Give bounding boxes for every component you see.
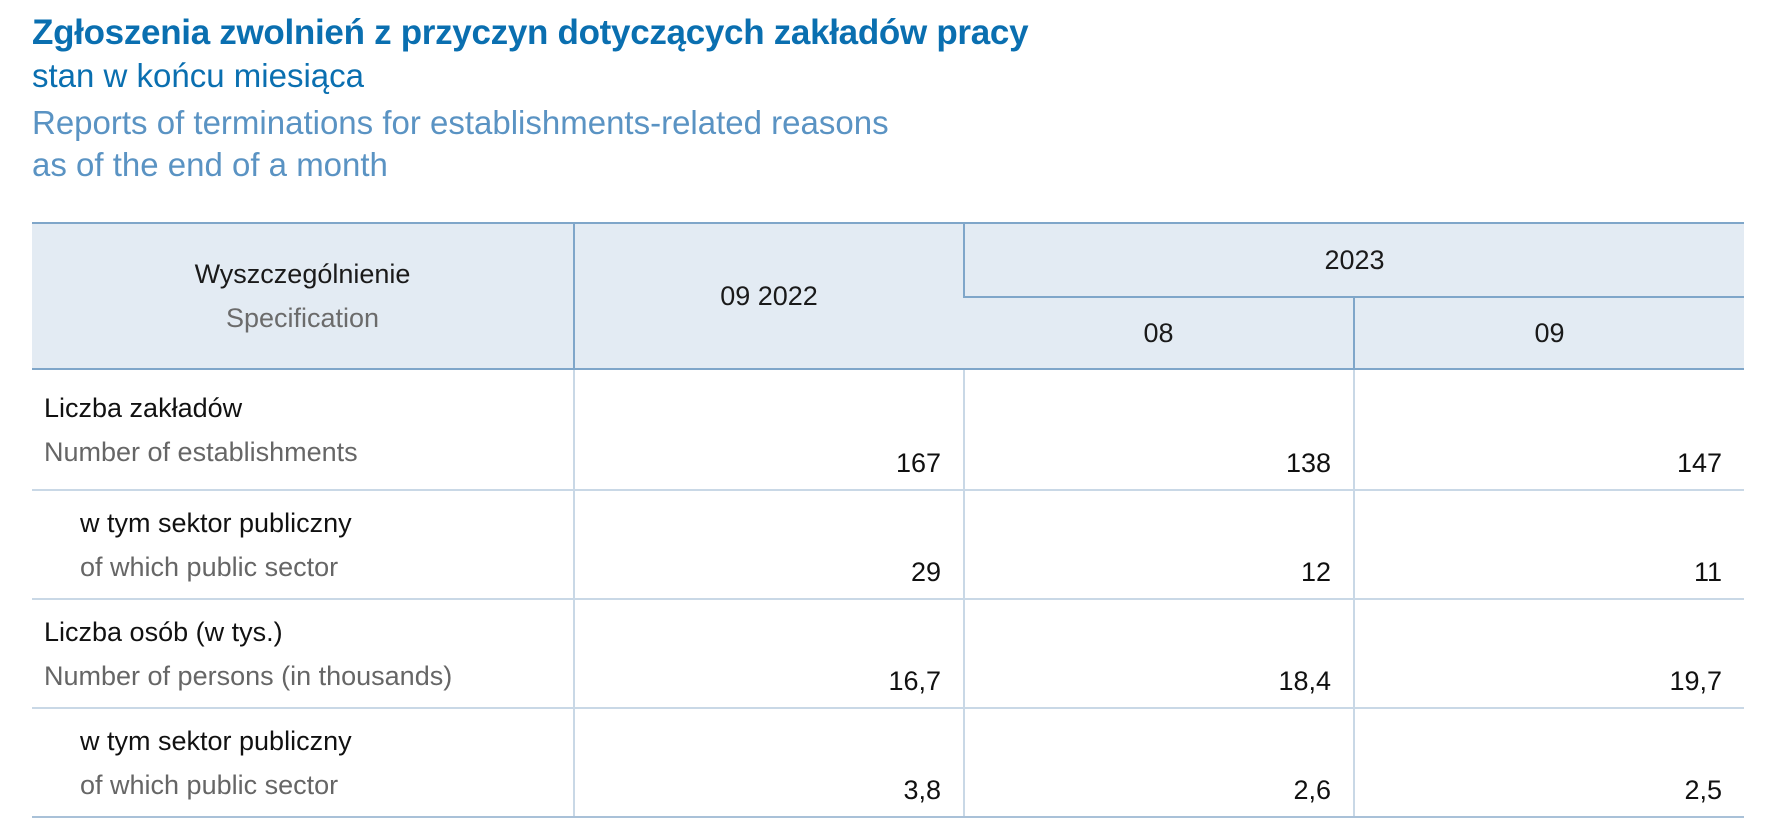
cell-value: 2,5 — [1352, 708, 1745, 818]
row-label: w tym sektor publiczny of which public s… — [32, 708, 574, 818]
page-title-en-line2: as of the end of a month — [32, 146, 388, 183]
header-spec-pl: Wyszczególnienie — [194, 259, 411, 289]
report-table: Wyszczególnienie Specification 09 2022 2… — [32, 222, 1745, 818]
table-row: Liczba osób (w tys.) Number of persons (… — [32, 599, 1745, 709]
table-body: Liczba zakładów Number of establishments… — [32, 369, 1745, 818]
header-month-08: 08 — [964, 296, 1354, 370]
header-prev-period: 09 2022 — [573, 222, 964, 370]
cell-value: 3,8 — [573, 708, 964, 818]
row-label-pl: w tym sektor publiczny — [80, 507, 352, 538]
row-label-en: Number of establishments — [44, 436, 358, 467]
header-month-09: 09 — [1352, 296, 1745, 370]
page-title-en-line1: Reports of terminations for establishmen… — [32, 104, 889, 141]
page-title: Zgłoszenia zwolnień z przyczyn dotyczący… — [32, 13, 1029, 52]
table-row: w tym sektor publiczny of which public s… — [32, 490, 1745, 600]
cell-value: 29 — [573, 490, 964, 600]
cell-value: 138 — [963, 369, 1354, 491]
row-label-pl: w tym sektor publiczny — [80, 725, 352, 756]
row-label: Liczba zakładów Number of establishments — [32, 369, 574, 491]
cell-value: 12 — [963, 490, 1354, 600]
header-specification: Wyszczególnienie Specification — [32, 222, 574, 370]
cell-value: 16,7 — [573, 599, 964, 709]
page-subtitle-pl: stan w końcu miesiąca — [32, 57, 364, 94]
cell-value: 167 — [573, 369, 964, 491]
row-label-pl: Liczba osób (w tys.) — [44, 616, 283, 647]
cell-value: 18,4 — [963, 599, 1354, 709]
row-label-en: of which public sector — [80, 769, 339, 800]
cell-value: 11 — [1352, 490, 1745, 600]
header-spec-en: Specification — [225, 303, 380, 333]
title-block: Zgłoszenia zwolnień z przyczyn dotyczący… — [32, 10, 1029, 186]
table-row: Liczba zakładów Number of establishments… — [32, 369, 1745, 491]
row-label-en: of which public sector — [80, 551, 339, 582]
table-row: w tym sektor publiczny of which public s… — [32, 708, 1745, 818]
row-label-en: Number of persons (in thousands) — [44, 660, 453, 691]
row-label-pl: Liczba zakładów — [44, 392, 243, 423]
cell-value: 19,7 — [1352, 599, 1745, 709]
cell-value: 147 — [1352, 369, 1745, 491]
row-label: Liczba osób (w tys.) Number of persons (… — [32, 599, 574, 709]
cell-value: 2,6 — [963, 708, 1354, 818]
header-year: 2023 — [962, 222, 1745, 297]
row-label: w tym sektor publiczny of which public s… — [32, 490, 574, 600]
table-header: Wyszczególnienie Specification 09 2022 2… — [32, 222, 1745, 370]
